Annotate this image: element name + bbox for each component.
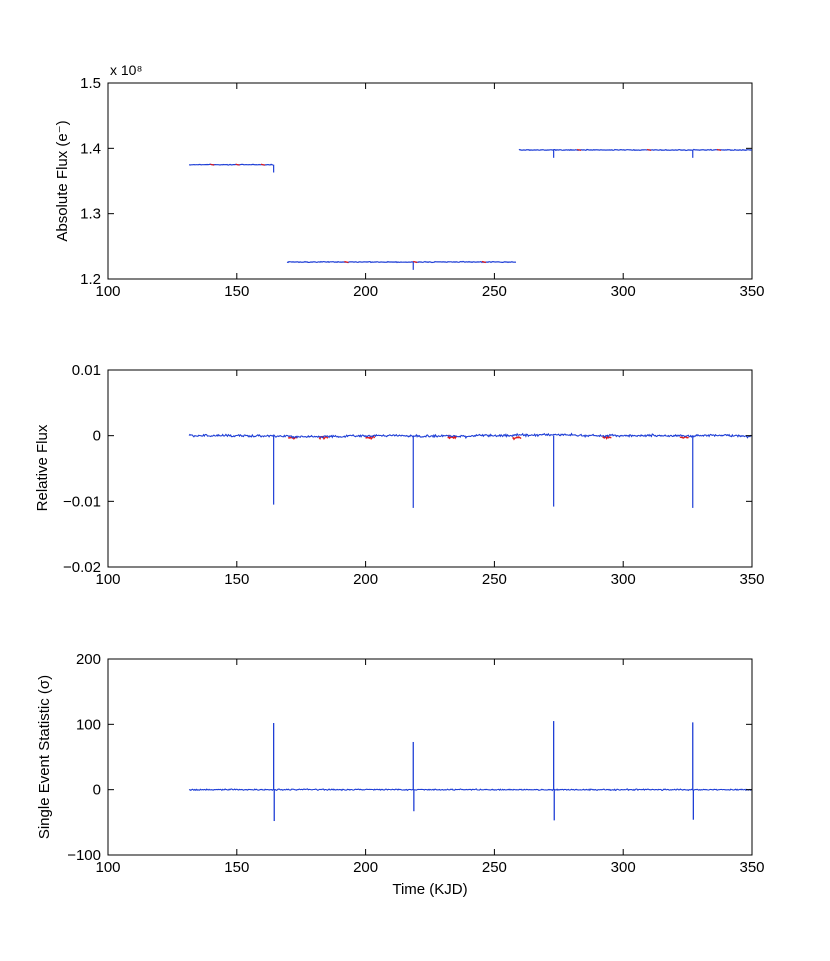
absolute-flux-red-patch bbox=[235, 163, 240, 166]
absolute-flux-x-tick-label: 150 bbox=[224, 283, 249, 300]
absolute-flux-panel: 100 150 200 250 300 350 1.2 1.3 1.4 1.5 x 10⁸ Ab… bbox=[54, 62, 765, 300]
absolute-flux-series bbox=[188, 148, 753, 270]
ses-x-tick-label: 350 bbox=[739, 859, 764, 876]
relative-flux-x-tick-label: 250 bbox=[482, 571, 507, 588]
ses-y-ticks: −100 0 100 200 bbox=[67, 651, 752, 864]
ses-y-tick-label: 200 bbox=[76, 651, 101, 668]
ses-line bbox=[188, 788, 752, 792]
absolute-flux-y-axis-title: Absolute Flux (e⁻) bbox=[54, 120, 71, 241]
absolute-flux-red-patch bbox=[646, 148, 652, 152]
relative-flux-line bbox=[188, 432, 752, 440]
absolute-flux-segment-line bbox=[518, 148, 753, 152]
absolute-flux-red-patch bbox=[481, 260, 487, 264]
relative-flux-x-tick-label: 350 bbox=[739, 571, 764, 588]
ses-y-tick-label: 0 bbox=[93, 782, 101, 799]
ses-series bbox=[188, 721, 752, 822]
relative-flux-red-segment bbox=[512, 435, 522, 441]
absolute-flux-red-patch bbox=[412, 260, 418, 264]
relative-flux-red-segment bbox=[679, 436, 689, 439]
ses-x-axis-title: Time (KJD) bbox=[392, 881, 467, 898]
absolute-flux-y-tick-label: 1.2 bbox=[80, 271, 101, 288]
absolute-flux-red-patch bbox=[716, 148, 722, 152]
absolute-flux-x-tick-label: 350 bbox=[739, 283, 764, 300]
absolute-flux-red-patch bbox=[210, 163, 215, 166]
ses-x-tick-label: 150 bbox=[224, 859, 249, 876]
relative-flux-x-tick-label: 100 bbox=[95, 571, 120, 588]
ses-axes-box bbox=[107, 658, 753, 856]
relative-flux-y-ticks: −0.02 −0.01 0 0.01 bbox=[63, 362, 752, 576]
ses-x-tick-label: 200 bbox=[353, 859, 378, 876]
single-event-statistic-panel: 100 150 200 250 300 350 −100 0 100 200 Single Ev… bbox=[36, 651, 765, 898]
relative-flux-y-tick-label: 0 bbox=[93, 428, 101, 445]
absolute-flux-y-ticks: 1.2 1.3 1.4 1.5 bbox=[80, 75, 752, 288]
relative-flux-y-tick-label: −0.02 bbox=[63, 559, 101, 576]
ses-x-tick-label: 250 bbox=[482, 859, 507, 876]
relative-flux-red-segment bbox=[447, 434, 458, 440]
relative-flux-x-tick-label: 300 bbox=[611, 571, 636, 588]
absolute-flux-red-patch bbox=[344, 260, 349, 264]
ses-x-tick-label: 300 bbox=[611, 859, 636, 876]
ses-x-ticks: 100 150 200 250 300 350 bbox=[95, 659, 765, 876]
absolute-flux-segment-line bbox=[286, 260, 517, 264]
relative-flux-axes-box bbox=[107, 369, 753, 568]
absolute-flux-axes-box bbox=[107, 82, 753, 280]
absolute-flux-red-patch bbox=[260, 163, 266, 166]
absolute-flux-x-ticks: 100 150 200 250 300 350 bbox=[95, 83, 765, 300]
absolute-flux-x-tick-label: 100 bbox=[95, 283, 120, 300]
absolute-flux-x-tick-label: 200 bbox=[353, 283, 378, 300]
absolute-flux-segment-line bbox=[188, 163, 274, 166]
relative-flux-x-ticks: 100 150 200 250 300 350 bbox=[95, 370, 765, 588]
absolute-flux-y-tick-label: 1.3 bbox=[80, 206, 101, 223]
relative-flux-y-tick-label: −0.01 bbox=[63, 493, 101, 510]
relative-flux-red-segment bbox=[602, 435, 612, 440]
ses-y-axis-title: Single Event Statistic (σ) bbox=[36, 675, 53, 839]
relative-flux-series bbox=[188, 432, 752, 508]
absolute-flux-y-tick-label: 1.5 bbox=[80, 75, 101, 92]
ses-x-tick-label: 100 bbox=[95, 859, 120, 876]
absolute-flux-red-patch bbox=[577, 148, 582, 152]
ses-y-tick-label: 100 bbox=[76, 716, 101, 733]
absolute-flux-y-tick-label: 1.4 bbox=[80, 140, 101, 157]
relative-flux-y-axis-title: Relative Flux bbox=[34, 424, 51, 511]
relative-flux-x-tick-label: 200 bbox=[353, 571, 378, 588]
ses-y-tick-label: −100 bbox=[67, 847, 101, 864]
relative-flux-panel: 100 150 200 250 300 350 −0.02 −0.01 0 0.01 Relat… bbox=[34, 362, 765, 588]
absolute-flux-x-tick-label: 250 bbox=[482, 283, 507, 300]
absolute-flux-exponent-label: x 10⁸ bbox=[110, 62, 142, 78]
relative-flux-y-tick-label: 0.01 bbox=[72, 362, 101, 379]
absolute-flux-x-tick-label: 300 bbox=[611, 283, 636, 300]
relative-flux-x-tick-label: 150 bbox=[224, 571, 249, 588]
